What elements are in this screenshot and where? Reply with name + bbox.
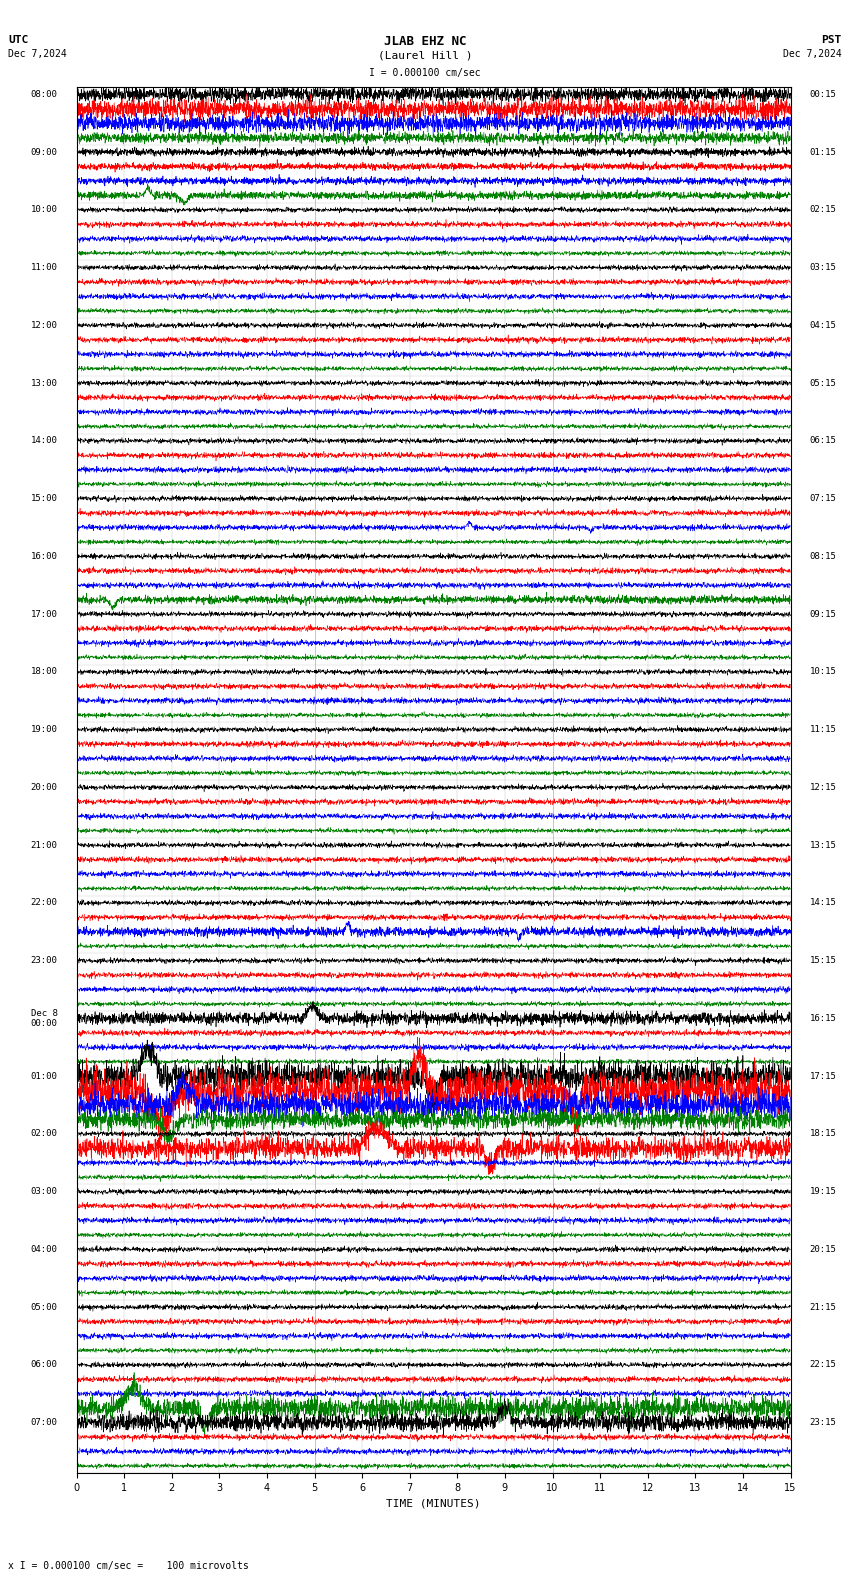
Text: 01:00: 01:00 — [31, 1072, 58, 1080]
Text: 00:15: 00:15 — [809, 90, 836, 98]
Text: 03:00: 03:00 — [31, 1186, 58, 1196]
Text: 17:00: 17:00 — [31, 610, 58, 619]
Text: 04:00: 04:00 — [31, 1245, 58, 1255]
Text: 10:15: 10:15 — [809, 667, 836, 676]
Text: 11:15: 11:15 — [809, 725, 836, 733]
Text: 18:15: 18:15 — [809, 1129, 836, 1139]
Text: 06:15: 06:15 — [809, 436, 836, 445]
Text: Dec 7,2024: Dec 7,2024 — [783, 49, 842, 59]
Text: 22:00: 22:00 — [31, 898, 58, 908]
Text: 21:00: 21:00 — [31, 841, 58, 849]
Text: 23:00: 23:00 — [31, 957, 58, 965]
Text: 12:15: 12:15 — [809, 782, 836, 792]
Text: Dec 7,2024: Dec 7,2024 — [8, 49, 67, 59]
Text: 19:15: 19:15 — [809, 1186, 836, 1196]
Text: 03:15: 03:15 — [809, 263, 836, 272]
Text: 10:00: 10:00 — [31, 206, 58, 214]
Text: 08:15: 08:15 — [809, 551, 836, 561]
Text: 16:15: 16:15 — [809, 1014, 836, 1023]
Text: 17:15: 17:15 — [809, 1072, 836, 1080]
Text: UTC: UTC — [8, 35, 29, 44]
Text: 22:15: 22:15 — [809, 1361, 836, 1369]
Text: PST: PST — [821, 35, 842, 44]
Text: 20:15: 20:15 — [809, 1245, 836, 1255]
Text: 12:00: 12:00 — [31, 322, 58, 329]
Text: 07:15: 07:15 — [809, 494, 836, 504]
Text: 05:00: 05:00 — [31, 1302, 58, 1312]
Text: 14:00: 14:00 — [31, 436, 58, 445]
Text: 16:00: 16:00 — [31, 551, 58, 561]
Text: (Laurel Hill ): (Laurel Hill ) — [377, 51, 473, 60]
Text: 13:15: 13:15 — [809, 841, 836, 849]
Text: 07:00: 07:00 — [31, 1418, 58, 1427]
Text: 23:15: 23:15 — [809, 1418, 836, 1427]
Text: 13:00: 13:00 — [31, 379, 58, 388]
Text: 15:00: 15:00 — [31, 494, 58, 504]
Text: Dec 8
00:00: Dec 8 00:00 — [31, 1009, 58, 1028]
Text: 18:00: 18:00 — [31, 667, 58, 676]
Text: 11:00: 11:00 — [31, 263, 58, 272]
Text: 14:15: 14:15 — [809, 898, 836, 908]
Text: 05:15: 05:15 — [809, 379, 836, 388]
Text: x I = 0.000100 cm/sec =    100 microvolts: x I = 0.000100 cm/sec = 100 microvolts — [8, 1562, 249, 1571]
Text: 19:00: 19:00 — [31, 725, 58, 733]
Text: 02:15: 02:15 — [809, 206, 836, 214]
Text: 20:00: 20:00 — [31, 782, 58, 792]
Text: 21:15: 21:15 — [809, 1302, 836, 1312]
Text: 01:15: 01:15 — [809, 147, 836, 157]
Text: JLAB EHZ NC: JLAB EHZ NC — [383, 35, 467, 48]
Text: I = 0.000100 cm/sec: I = 0.000100 cm/sec — [369, 68, 481, 78]
Text: 02:00: 02:00 — [31, 1129, 58, 1139]
Text: 09:15: 09:15 — [809, 610, 836, 619]
Text: 06:00: 06:00 — [31, 1361, 58, 1369]
Text: 04:15: 04:15 — [809, 322, 836, 329]
Text: 08:00: 08:00 — [31, 90, 58, 98]
X-axis label: TIME (MINUTES): TIME (MINUTES) — [386, 1498, 481, 1508]
Text: 09:00: 09:00 — [31, 147, 58, 157]
Text: 15:15: 15:15 — [809, 957, 836, 965]
